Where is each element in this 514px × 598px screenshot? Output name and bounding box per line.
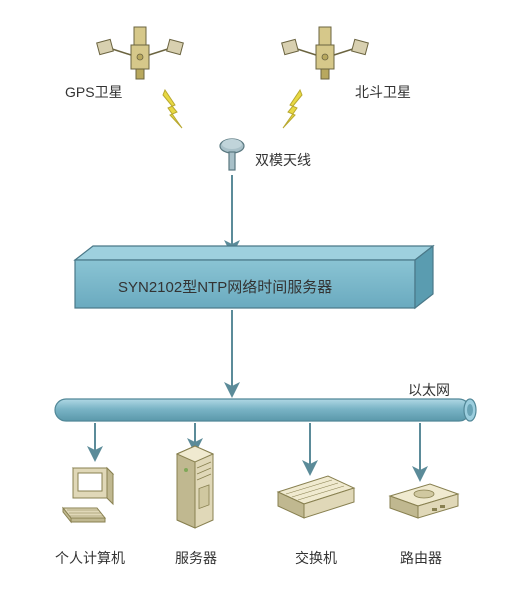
ethernet-pipe: [55, 399, 476, 421]
pc-icon: [63, 468, 113, 522]
pc-label: 个人计算机: [55, 548, 125, 568]
beidou-satellite-label: 北斗卫星: [355, 82, 411, 102]
switch-icon: [278, 476, 354, 518]
ethernet-label: 以太网: [408, 380, 450, 400]
antenna-icon: [220, 139, 244, 170]
gps-satellite-icon: [97, 27, 184, 79]
beidou-satellite-icon: [282, 27, 369, 79]
switch-label: 交换机: [295, 548, 337, 568]
signal-beidou: [283, 90, 302, 128]
signal-gps: [163, 90, 182, 128]
router-label: 路由器: [400, 548, 442, 568]
router-icon: [390, 484, 458, 518]
server-icon: [177, 446, 213, 528]
ntp-server-label: SYN2102型NTP网络时间服务器: [118, 276, 332, 297]
gps-satellite-label: GPS卫星: [65, 82, 123, 102]
antenna-label: 双模天线: [255, 150, 311, 170]
server-label: 服务器: [175, 548, 217, 568]
